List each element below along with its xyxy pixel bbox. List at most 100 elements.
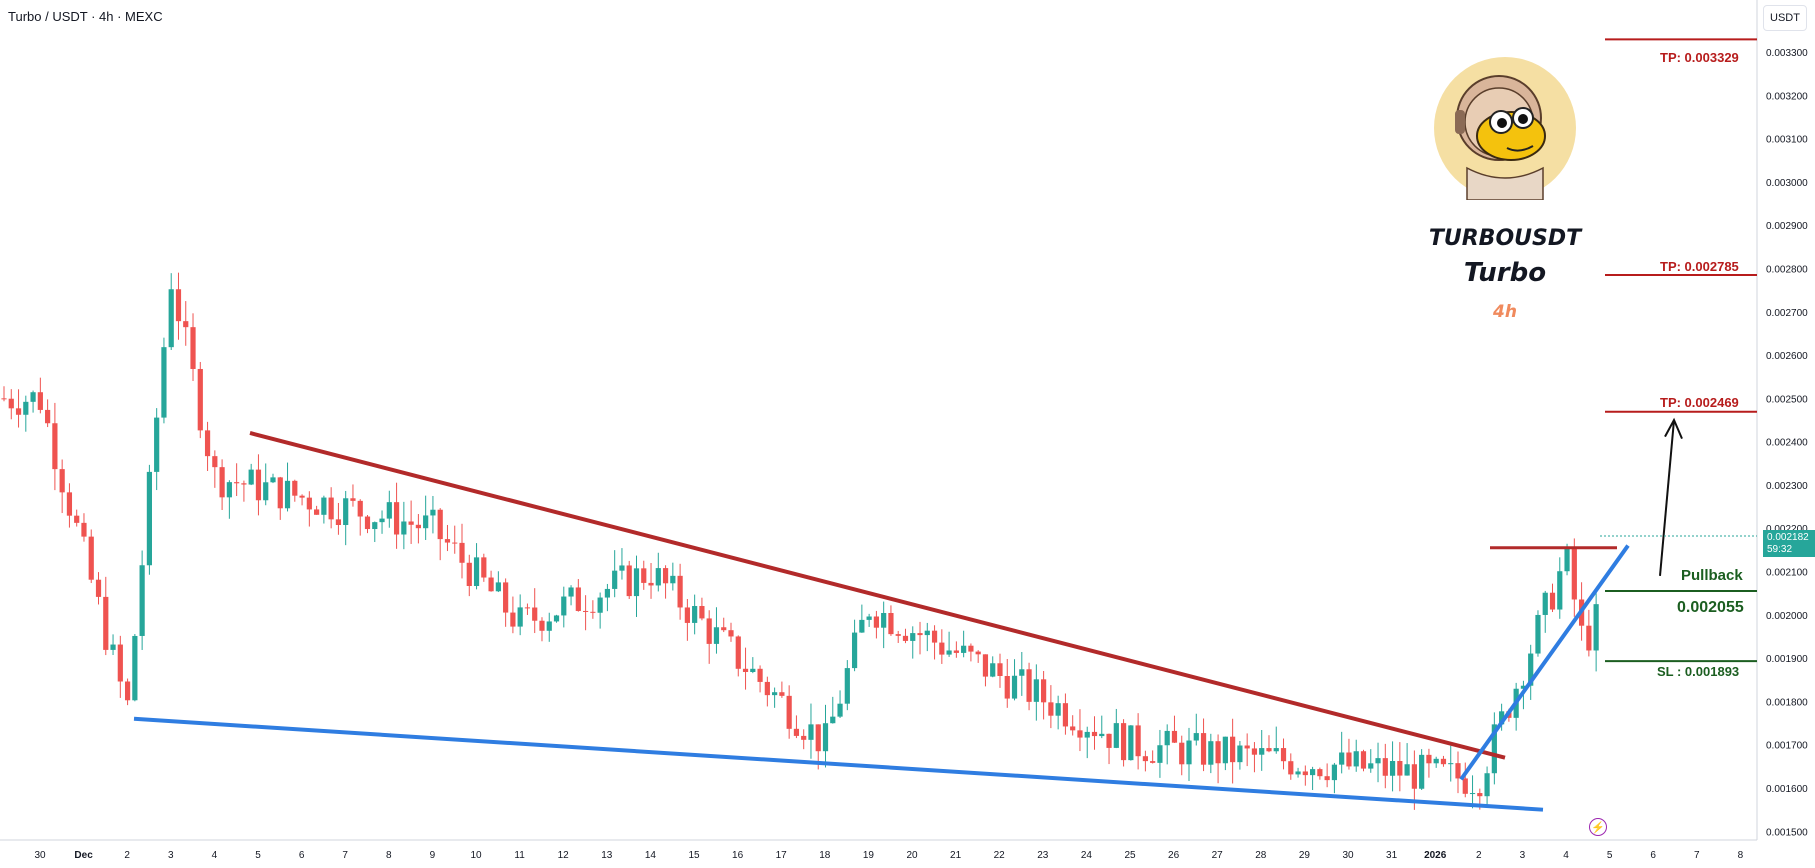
candle-body <box>255 469 262 501</box>
x-tick-label: 23 <box>1037 850 1049 861</box>
candle-body <box>546 621 552 631</box>
candle-body <box>822 723 829 752</box>
y-tick-label: 0.001800 <box>1766 697 1808 708</box>
candle-body <box>248 469 254 485</box>
candle-body <box>1193 733 1199 741</box>
x-tick-label: 8 <box>386 850 392 861</box>
candle-body <box>466 562 472 587</box>
candle-body <box>124 681 131 701</box>
candle-body <box>808 724 814 740</box>
target-arrow-head <box>1664 417 1683 440</box>
candle-body <box>1353 751 1359 767</box>
candle-body <box>764 681 770 696</box>
candle-body <box>597 597 603 613</box>
candle-body <box>575 587 581 611</box>
candle-body <box>423 515 429 529</box>
candle-body <box>1135 725 1141 757</box>
x-tick-label: 20 <box>906 850 918 861</box>
candle-body <box>335 519 342 526</box>
candle-body <box>990 663 996 677</box>
candle-body <box>1528 653 1534 686</box>
lightning-icon[interactable]: ⚡ <box>1589 818 1607 836</box>
candle-body <box>1273 748 1279 752</box>
candle-body <box>1339 752 1345 765</box>
candle-body <box>154 417 160 472</box>
candle-body <box>590 611 596 613</box>
candle-body <box>1084 731 1090 738</box>
x-tick-label: 31 <box>1386 850 1398 861</box>
rising-support-line[interactable] <box>1459 544 1630 781</box>
chart-title: Turbo / USDT · 4h · MEXC <box>8 9 163 24</box>
candle-body <box>1346 752 1352 767</box>
last-price-value: 0.002182 <box>1767 532 1809 543</box>
candle-body <box>37 392 43 410</box>
candle-body <box>103 596 109 650</box>
candle-body <box>1586 625 1592 651</box>
candle-body <box>1266 748 1272 752</box>
currency-button[interactable]: USDT <box>1763 5 1807 31</box>
candle-body <box>146 471 152 566</box>
candle-body <box>975 651 981 655</box>
candle-body <box>830 716 836 724</box>
overlay-symbol: TURBOUSDT <box>1428 226 1582 251</box>
candle-body <box>1106 733 1112 748</box>
candle-body <box>183 321 189 328</box>
candle-body <box>1048 702 1054 716</box>
tp1-label: TP: 0.003329 <box>1660 50 1739 65</box>
candle-body <box>1099 733 1105 737</box>
x-tick-label: 7 <box>342 850 348 861</box>
candle-body <box>1375 758 1381 764</box>
target-arrow-line <box>1659 419 1675 576</box>
candle-body <box>604 588 611 598</box>
candle-body <box>1295 771 1301 775</box>
y-tick-label: 0.002200 <box>1766 524 1808 535</box>
candle-body <box>277 477 283 509</box>
candle-body <box>314 509 320 515</box>
candle-body <box>859 619 865 633</box>
candle-body <box>750 668 756 672</box>
candle-body <box>452 542 458 544</box>
candle-body <box>851 632 858 669</box>
candle-body <box>45 409 51 424</box>
candle-body <box>633 568 640 597</box>
candle-body <box>801 735 807 740</box>
candle-body <box>1368 763 1374 769</box>
candle-body <box>684 607 690 623</box>
candle-body <box>772 692 778 696</box>
candle-body <box>1557 571 1563 610</box>
candle-body <box>953 650 959 653</box>
x-tick-label: 19 <box>863 850 875 861</box>
y-tick-label: 0.003000 <box>1766 178 1808 189</box>
x-axis-ticks: 30 Dec 2 3 4 5 6 7 8 9 10 11 12 13 14 15 16 17 18 19 20 21 22 2… <box>34 850 1743 861</box>
candle-body <box>1244 745 1250 749</box>
candle-body <box>23 401 29 415</box>
candle-body <box>117 644 123 682</box>
x-tick-label: 10 <box>470 850 482 861</box>
candle-body <box>837 703 843 717</box>
candle-body <box>1011 675 1018 699</box>
trendlines-group <box>133 417 1683 812</box>
candle-body <box>1041 679 1047 703</box>
candle-body <box>1186 740 1192 765</box>
y-tick-label: 0.002400 <box>1766 438 1808 449</box>
candle-body <box>52 423 58 470</box>
falling-support-line[interactable] <box>133 716 1544 812</box>
candle-body <box>430 509 436 516</box>
last-price-tag: 0.002182 59:32 <box>1763 530 1815 557</box>
candle-body <box>132 635 138 701</box>
falling-resistance-line[interactable] <box>249 431 1506 760</box>
y-tick-label: 0.002500 <box>1766 394 1808 405</box>
candle-body <box>1549 592 1556 610</box>
candle-body <box>1215 741 1221 764</box>
candles-group <box>1 272 1599 810</box>
candle-body <box>982 654 989 677</box>
candle-body <box>1571 547 1577 600</box>
candle-body <box>197 368 203 431</box>
candle-body <box>306 497 312 510</box>
candle-body <box>1411 764 1417 789</box>
x-tick-label: 4 <box>212 850 218 861</box>
candle-body <box>1404 764 1410 776</box>
candle-body <box>1593 604 1599 651</box>
y-tick-label: 0.002000 <box>1766 611 1808 622</box>
